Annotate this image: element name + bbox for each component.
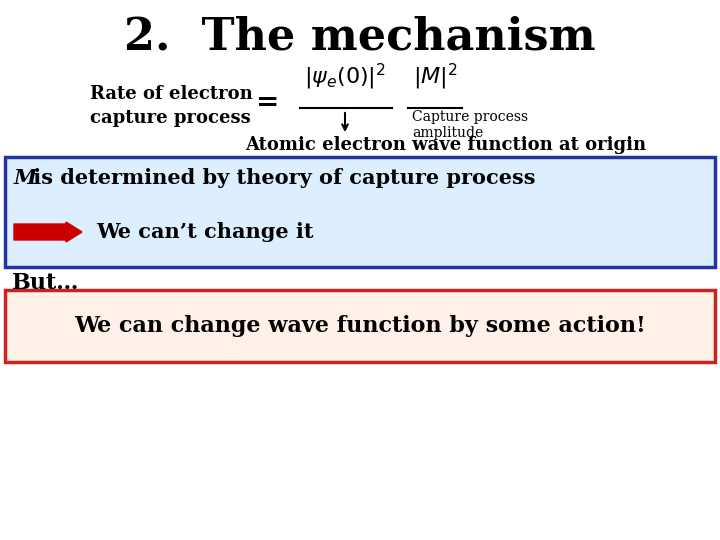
FancyBboxPatch shape (5, 157, 715, 267)
Text: is determined by theory of capture process: is determined by theory of capture proce… (26, 168, 536, 188)
Text: $|\psi_e(0)|^2$: $|\psi_e(0)|^2$ (304, 62, 386, 92)
Text: But…: But… (12, 272, 79, 294)
Text: M: M (14, 168, 37, 188)
FancyBboxPatch shape (5, 290, 715, 362)
Text: We can’t change it: We can’t change it (96, 222, 313, 242)
Text: $|M|^2$: $|M|^2$ (413, 62, 457, 92)
Text: Rate of electron
capture process: Rate of electron capture process (90, 85, 253, 126)
Text: We can change wave function by some action!: We can change wave function by some acti… (74, 315, 646, 337)
Text: =: = (256, 90, 279, 117)
Text: Capture process
amplitude: Capture process amplitude (412, 110, 528, 140)
Text: Atomic electron wave function at origin: Atomic electron wave function at origin (245, 136, 646, 154)
FancyArrow shape (14, 222, 82, 242)
Text: 2.  The mechanism: 2. The mechanism (124, 15, 596, 58)
